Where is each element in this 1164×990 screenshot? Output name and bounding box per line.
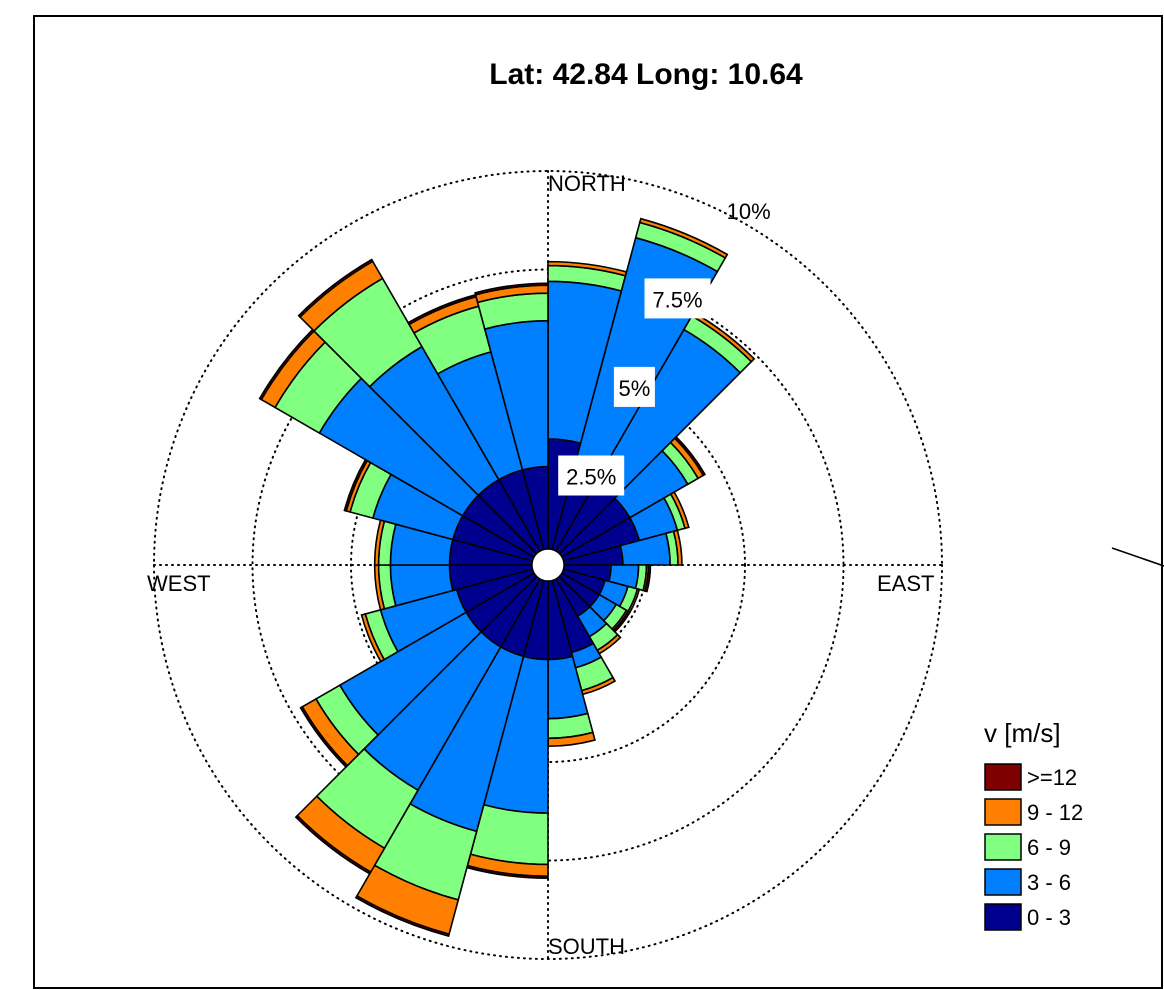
compass-west: WEST <box>147 571 211 596</box>
chart-title: Lat: 42.84 Long: 10.64 <box>489 58 803 91</box>
petal-dir82.5-bin3 <box>672 529 683 566</box>
petal-dir322.5-bin4 <box>297 258 374 319</box>
legend-swatch-2 <box>984 798 1022 826</box>
compass-east: EAST <box>877 571 934 596</box>
legend-label-2: 9 - 12 <box>1027 800 1083 825</box>
legend-title: v [m/s] <box>984 718 1061 748</box>
wind-rose-petals <box>258 217 756 938</box>
tick-label-2: 5% <box>619 376 651 401</box>
legend-label-1: >=12 <box>1027 765 1077 790</box>
legend: v [m/s] >=12 9 - 12 6 - 9 3 - 6 0 - 3 <box>984 718 1083 931</box>
tick-label-4: 10% <box>727 199 771 224</box>
center-hole <box>531 548 565 582</box>
legend-swatch-3 <box>984 833 1022 861</box>
radial-tick-labels: 2.5% 5% 7.5% 10% <box>558 199 771 496</box>
polar-labels: NORTH SOUTH EAST WEST <box>147 171 934 959</box>
tick-label-box-3 <box>644 278 711 319</box>
petal-dir97.5-bin4 <box>644 564 652 593</box>
tick-label-box-1 <box>558 455 625 496</box>
petal-dir37.5-bin3 <box>690 311 756 363</box>
petal-dir22.5-bin3 <box>638 217 729 260</box>
petal-dir217.5-bin4 <box>294 814 372 875</box>
petal-dir352.5-bin4 <box>474 282 549 296</box>
legend-label-5: 0 - 3 <box>1027 905 1071 930</box>
petal-dir52.5-bin4 <box>673 435 707 477</box>
tick-label-1: 2.5% <box>566 465 616 490</box>
legend-label-4: 3 - 6 <box>1027 870 1071 895</box>
petal-dir67.5-bin3 <box>669 491 690 530</box>
tick-label-box-2 <box>613 366 655 407</box>
petal-dir247.5-bin3 <box>360 612 386 663</box>
petal-dir202.5-bin4 <box>354 894 451 938</box>
tick-label-3: 7.5% <box>652 287 702 312</box>
legend-swatch-5 <box>984 903 1022 931</box>
legend-swatch-1 <box>984 763 1022 791</box>
compass-north: NORTH <box>548 171 626 196</box>
petal-dir232.5-bin4 <box>299 705 349 769</box>
compass-south: SOUTH <box>548 934 625 959</box>
legend-label-3: 6 - 9 <box>1027 835 1071 860</box>
legend-swatch-4 <box>984 868 1022 896</box>
edge-line <box>1111 547 1164 567</box>
